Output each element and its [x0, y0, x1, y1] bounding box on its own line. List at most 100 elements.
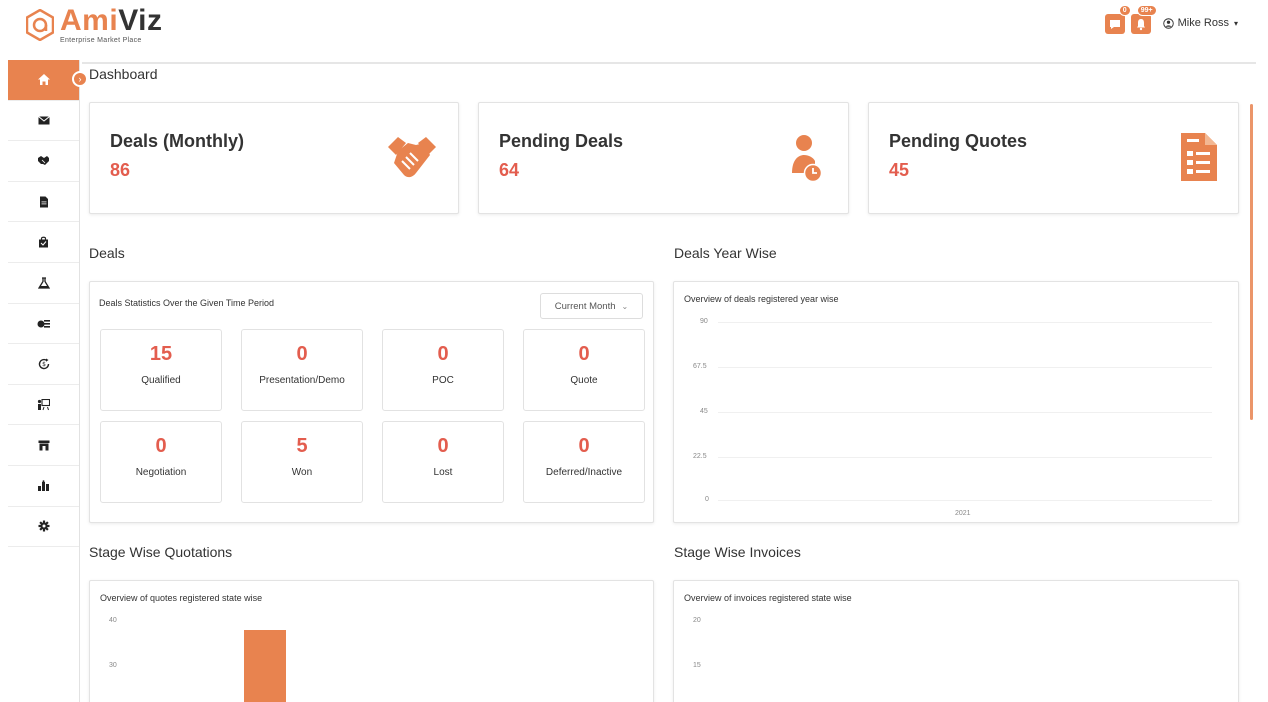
notification-badge: 99+: [1136, 5, 1157, 16]
invoices-chart-panel: Overview of invoices registered state wi…: [673, 580, 1239, 702]
stat-card-negotiation[interactable]: 0 Negotiation: [100, 421, 222, 503]
coins-icon: [37, 319, 50, 328]
stat-label: POC: [432, 375, 454, 386]
year-wise-caption: Overview of deals registered year wise: [684, 294, 839, 304]
sidebar-item-renewals[interactable]: $: [8, 344, 79, 385]
svg-text:$: $: [42, 361, 46, 368]
sidebar-item-orders[interactable]: [8, 222, 79, 263]
grid-line: [718, 457, 1212, 458]
notifications-button[interactable]: 99+: [1130, 5, 1157, 34]
shopping-bag-icon: [39, 236, 48, 248]
stat-label: Deferred/Inactive: [545, 467, 623, 478]
renewal-icon: $: [38, 358, 49, 370]
stat-value: 0: [578, 435, 590, 457]
page-title: Dashboard: [89, 66, 158, 82]
sidebar-item-finance[interactable]: [8, 304, 79, 345]
sidebar-item-settings[interactable]: [8, 507, 79, 548]
user-menu[interactable]: Mike Ross ▾: [1162, 17, 1238, 29]
deals-section-title: Deals: [89, 245, 125, 261]
stat-label: Lost: [433, 467, 453, 478]
year-wise-section-title: Deals Year Wise: [674, 245, 777, 261]
kpi-card-pending-quotes[interactable]: Pending Quotes 45: [868, 102, 1239, 214]
x-axis-baseline: [718, 500, 1212, 501]
y-tick-label: 67.5: [693, 363, 707, 370]
stat-label: Negotiation: [135, 467, 187, 478]
chevron-right-icon: ›: [78, 74, 82, 84]
quotations-caption: Overview of quotes registered state wise: [100, 593, 263, 603]
quotations-section-title: Stage Wise Quotations: [89, 544, 233, 560]
logo-name: AmiViz: [60, 6, 163, 36]
presentation-icon: [37, 398, 50, 410]
stat-label: Qualified: [141, 375, 181, 386]
y-tick-label: 15: [693, 662, 701, 669]
user-clock-icon: [792, 135, 821, 183]
period-select[interactable]: Current Month ⌄: [540, 293, 643, 319]
y-tick-label: 90: [700, 318, 708, 325]
user-name: Mike Ross: [1177, 17, 1229, 29]
sidebar-item-marketplace[interactable]: [8, 425, 79, 466]
y-tick-label: 20: [693, 617, 701, 624]
deals-statistics-panel: Deals Statistics Over the Given Time Per…: [89, 281, 654, 523]
quotations-chart-panel: Overview of quotes registered state wise…: [89, 580, 654, 702]
kpi-value: 64: [499, 160, 520, 180]
bell-icon: [1136, 19, 1145, 31]
handshake-icon: [38, 156, 49, 166]
top-header: AmiViz Enterprise Market Place 0 99+ Mik…: [0, 0, 1268, 58]
kpi-title: Pending Quotes: [889, 131, 1028, 151]
grid-line: [718, 412, 1212, 413]
sidebar-item-documents[interactable]: [8, 182, 79, 223]
stat-value: 5: [296, 435, 308, 457]
kpi-title: Pending Deals: [499, 131, 624, 151]
organization-icon: [38, 479, 49, 491]
sidebar-item-labs[interactable]: [8, 263, 79, 304]
stat-card-qualified[interactable]: 15 Qualified: [100, 329, 222, 411]
kpi-card-deals-monthly[interactable]: Deals (Monthly) 86: [89, 102, 459, 214]
invoices-caption: Overview of invoices registered state wi…: [684, 593, 852, 603]
sidebar-collapse-toggle[interactable]: ›: [72, 71, 88, 87]
amiviz-logo[interactable]: AmiViz Enterprise Market Place: [26, 6, 163, 44]
stat-card-presentation-demo[interactable]: 0 Presentation/Demo: [241, 329, 363, 411]
stat-card-poc[interactable]: 0 POC: [382, 329, 504, 411]
grid-line: [718, 322, 1212, 323]
grid-line: [718, 367, 1212, 368]
quotation-bar[interactable]: [244, 630, 286, 702]
stat-value: 0: [578, 343, 590, 365]
sidebar-item-deals[interactable]: [8, 141, 79, 182]
user-circle-icon: [1162, 17, 1174, 29]
kpi-title: Deals (Monthly): [110, 131, 245, 151]
kpi-value: 45: [889, 160, 910, 180]
y-tick-label: 30: [109, 662, 117, 669]
document-icon: [39, 196, 48, 208]
period-select-value: Current Month: [554, 300, 616, 312]
gear-icon: [38, 520, 49, 532]
x-tick-label: 2021: [955, 510, 971, 517]
stat-card-quote[interactable]: 0 Quote: [523, 329, 645, 411]
logo-suffix: Viz: [118, 4, 163, 37]
sidebar-item-messages[interactable]: [8, 101, 79, 142]
invoice-icon: [1181, 133, 1217, 181]
sidebar-item-home[interactable]: [8, 60, 79, 101]
year-wise-chart-panel: Overview of deals registered year wise 9…: [673, 281, 1239, 523]
sidebar-item-presentations[interactable]: [8, 385, 79, 426]
stat-label: Presentation/Demo: [259, 375, 345, 386]
stat-card-deferred-inactive[interactable]: 0 Deferred/Inactive: [523, 421, 645, 503]
stat-value: 0: [437, 343, 449, 365]
kpi-card-pending-deals[interactable]: Pending Deals 64: [478, 102, 849, 214]
stat-card-lost[interactable]: 0 Lost: [382, 421, 504, 503]
stat-value: 0: [155, 435, 167, 457]
chat-button[interactable]: 0: [1104, 5, 1131, 34]
y-tick-label: 40: [109, 617, 117, 624]
page-scrollbar[interactable]: [1250, 104, 1253, 420]
stat-value: 15: [149, 343, 173, 365]
envelope-icon: [37, 116, 50, 125]
handshake-icon: [388, 137, 436, 178]
chat-badge: 0: [1118, 5, 1131, 16]
stat-value: 0: [296, 343, 308, 365]
sidebar-item-organization[interactable]: [8, 466, 79, 507]
home-icon: [37, 74, 50, 86]
logo-prefix: Ami: [60, 4, 119, 37]
stat-label: Quote: [570, 375, 598, 386]
logo-tagline: Enterprise Market Place: [60, 37, 142, 44]
stat-card-won[interactable]: 5 Won: [241, 421, 363, 503]
sidebar: $: [8, 60, 80, 702]
